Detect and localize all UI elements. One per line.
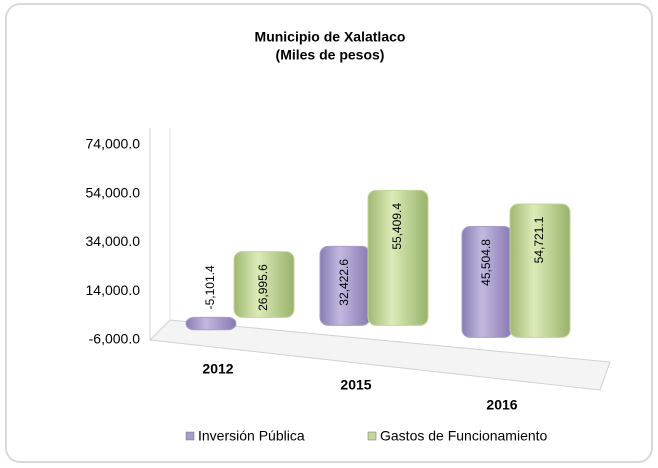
floor	[148, 319, 611, 391]
chart-title: Municipio de Xalatlaco	[255, 29, 406, 45]
x-tick-label: 2015	[340, 377, 371, 393]
x-tick-label: 2016	[486, 397, 517, 413]
value-label: -5,101.4	[203, 265, 217, 309]
bar	[367, 189, 429, 326]
y-tick-label: 34,000.0	[86, 233, 141, 249]
value-label: 54,721.1	[532, 216, 546, 263]
y-tick-label: 74,000.0	[86, 136, 141, 152]
bar	[509, 203, 571, 338]
chart-subtitle: (Miles de pesos)	[276, 47, 385, 63]
y-tick-label: 54,000.0	[86, 184, 141, 200]
legend-label: Inversión Pública	[198, 428, 305, 444]
y-tick-label: 14,000.0	[86, 282, 141, 298]
legend-label: Gastos de Funcionamiento	[380, 428, 548, 444]
value-label: 55,409.4	[390, 203, 404, 250]
x-tick-label: 2012	[202, 361, 233, 377]
bar	[233, 251, 295, 318]
value-label: 32,422.6	[337, 259, 351, 306]
legend-swatch	[367, 431, 377, 441]
value-label: 26,995.6	[256, 264, 270, 311]
bar	[185, 316, 237, 331]
value-label: 45,504.8	[479, 239, 493, 286]
frame	[5, 3, 653, 463]
y-tick-label: -6,000.0	[89, 331, 141, 347]
legend-swatch	[185, 431, 195, 441]
